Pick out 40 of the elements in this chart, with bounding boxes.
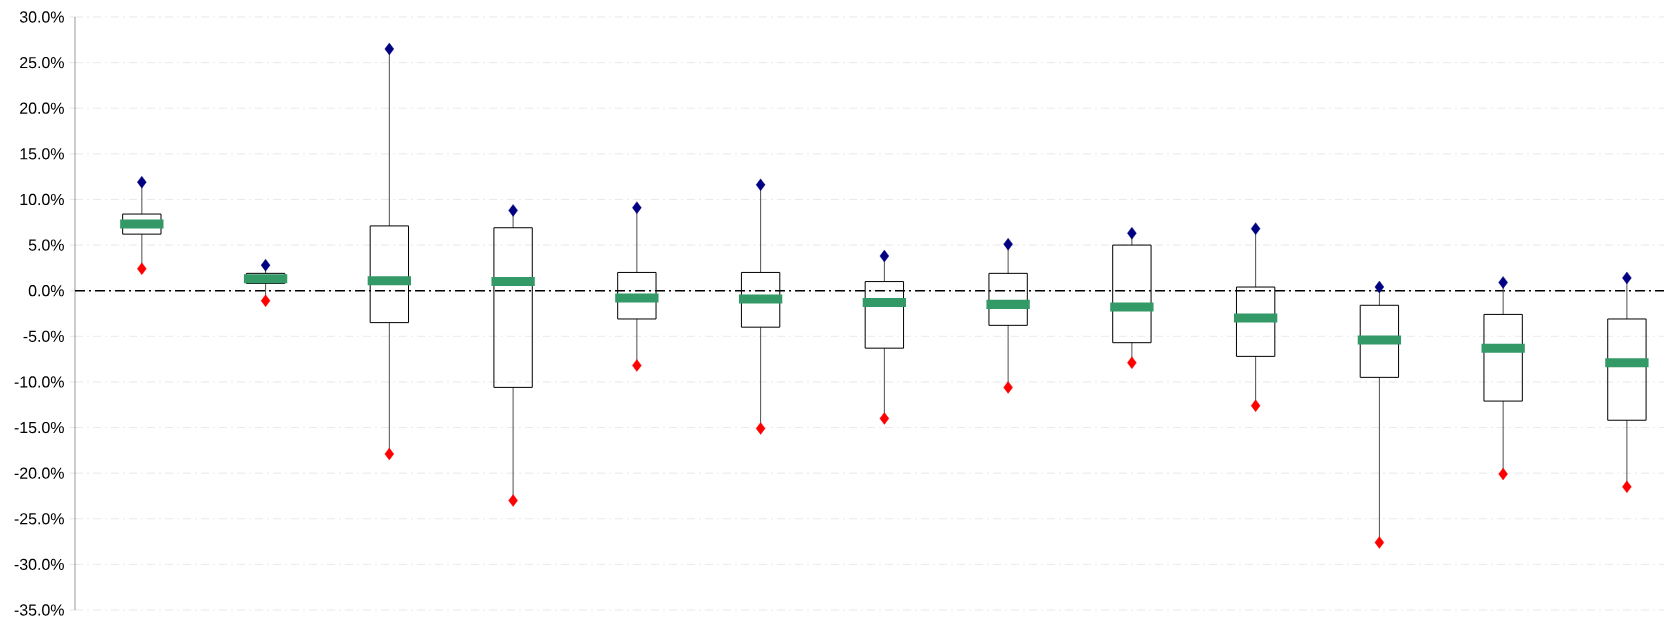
y-tick-label: -20.0% bbox=[14, 467, 64, 479]
point bbox=[1127, 356, 1137, 369]
point bbox=[879, 412, 890, 425]
point bbox=[1622, 271, 1632, 285]
point bbox=[137, 262, 147, 275]
y-tick-label: 25.0% bbox=[20, 56, 64, 69]
point bbox=[1003, 381, 1013, 394]
point bbox=[137, 175, 147, 189]
point bbox=[384, 447, 395, 461]
point bbox=[1374, 280, 1385, 294]
y-tick-label: 30.0% bbox=[19, 11, 64, 23]
point bbox=[1003, 237, 1013, 251]
y-tick-label: -30.0% bbox=[14, 558, 64, 571]
point bbox=[508, 494, 518, 507]
y-tick-label: 5.0% bbox=[28, 239, 64, 251]
y-tick-label: -35.0% bbox=[14, 604, 64, 616]
point bbox=[1498, 467, 1508, 481]
y-tick-label: -10.0% bbox=[14, 376, 64, 388]
point bbox=[384, 42, 395, 56]
point bbox=[1622, 480, 1632, 494]
point bbox=[1498, 276, 1508, 289]
point bbox=[260, 258, 271, 272]
y-tick-label: 20.0% bbox=[20, 102, 64, 114]
y-tick-label: -25.0% bbox=[14, 513, 64, 525]
point bbox=[755, 422, 766, 435]
y-tick-label: 0.0% bbox=[28, 285, 64, 297]
point bbox=[260, 294, 271, 307]
point bbox=[1127, 227, 1137, 240]
point bbox=[1250, 222, 1261, 235]
point bbox=[632, 201, 642, 214]
point bbox=[1374, 536, 1385, 549]
point bbox=[1250, 399, 1261, 412]
y-tick-label: -15.0% bbox=[14, 421, 64, 434]
y-tick-label: -5.0% bbox=[23, 330, 64, 342]
point bbox=[755, 178, 766, 192]
point bbox=[508, 204, 518, 217]
point bbox=[632, 359, 642, 372]
point bbox=[879, 249, 890, 263]
y-tick-label: 15.0% bbox=[20, 148, 64, 160]
y-tick-label: 10.0% bbox=[20, 193, 64, 206]
